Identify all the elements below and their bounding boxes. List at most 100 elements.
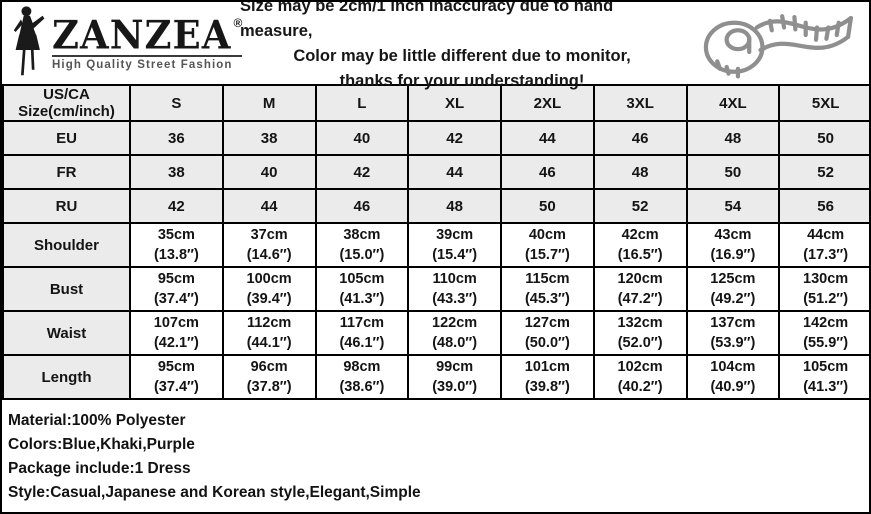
table-cell: 46	[314, 188, 410, 224]
table-cell: 56	[778, 188, 869, 224]
table-cell: 44	[500, 120, 595, 156]
notice-line-3: thanks for your understanding!	[339, 72, 585, 90]
table-cell: 50	[778, 120, 869, 156]
table-cell: 38	[129, 154, 224, 190]
table-cell: 50	[500, 188, 595, 224]
table-cell: 48	[592, 154, 688, 190]
table-cell: 42	[314, 154, 410, 190]
brand-name: ZANZEA	[52, 11, 232, 58]
table-row-bust: Bust 95cm (37.4″) 100cm (39.4″) 105cm (41.3…	[2, 266, 869, 312]
size-header-cell: 2XL	[500, 84, 595, 122]
table-cell: 40	[221, 154, 317, 190]
size-header-cell: 4XL	[685, 84, 781, 122]
table-row-length: Length 95cm (37.4″) 96cm (37.8″) 98cm (38.6…	[2, 354, 869, 400]
table-cell: 137cm (53.9″)	[685, 310, 781, 356]
table-cell: 44	[407, 154, 502, 190]
table-cell: 101cm (39.8″)	[500, 354, 595, 400]
table-cell: 100cm (39.4″)	[221, 266, 317, 312]
measure-notice: Size may be 2cm/1 inch inaccuracy due to…	[240, 0, 684, 90]
table-cell: 125cm (49.2″)	[685, 266, 781, 312]
product-notes: Material:100% Polyester Colors:Blue,Khak…	[2, 400, 869, 505]
table-row-ru: RU 42 44 46 48 50 52 54 56	[2, 188, 869, 224]
row-label: Length	[2, 354, 131, 400]
table-cell: 39cm (15.4″)	[407, 222, 502, 268]
size-header-cell: M	[221, 84, 317, 122]
brand-logo: ZANZEA ® High Quality Street Fashion	[2, 2, 243, 84]
table-cell: 105cm (41.3″)	[778, 354, 869, 400]
size-header-cell: S	[129, 84, 224, 122]
note-style: Style:Casual,Japanese and Korean style,E…	[8, 484, 421, 501]
table-cell: 54	[685, 188, 781, 224]
table-cell: 117cm (46.1″)	[314, 310, 410, 356]
table-cell: 142cm (55.9″)	[778, 310, 869, 356]
table-cell: 48	[685, 120, 781, 156]
table-cell: 40cm (15.7″)	[500, 222, 595, 268]
note-package: Package include:1 Dress	[8, 460, 191, 477]
table-cell: 42	[407, 120, 502, 156]
table-row-eu: EU 36 38 40 42 44 46 48 50	[2, 120, 869, 156]
size-header-cell: XL	[407, 84, 502, 122]
table-cell: 42cm (16.5″)	[592, 222, 688, 268]
row-label: Bust	[2, 266, 131, 312]
table-cell: 48	[407, 188, 502, 224]
table-cell: 127cm (50.0″)	[500, 310, 595, 356]
corner-line-2: Size(cm/inch)	[18, 103, 115, 120]
header: ZANZEA ® High Quality Street Fashion Siz…	[2, 0, 869, 90]
table-cell: 95cm (37.4″)	[129, 354, 224, 400]
row-label: Shoulder	[2, 222, 131, 268]
table-cell: 96cm (37.8″)	[221, 354, 317, 400]
table-cell: 130cm (51.2″)	[778, 266, 869, 312]
notice-line-2: Color may be little different due to mon…	[293, 47, 631, 65]
table-row-shoulder: Shoulder 35cm (13.8″) 37cm (14.6″) 38cm (15…	[2, 222, 869, 268]
table-cell: 52	[592, 188, 688, 224]
table-cell: 112cm (44.1″)	[221, 310, 317, 356]
table-cell: 46	[592, 120, 688, 156]
table-cell: 36	[129, 120, 224, 156]
note-colors: Colors:Blue,Khaki,Purple	[8, 436, 195, 453]
table-cell: 46	[500, 154, 595, 190]
size-header-cell: 5XL	[778, 84, 869, 122]
table-cell: 102cm (40.2″)	[592, 354, 688, 400]
table-cell: 44	[221, 188, 317, 224]
table-cell: 40	[314, 120, 410, 156]
woman-silhouette-icon	[12, 5, 48, 82]
measuring-tape-icon	[684, 2, 869, 84]
table-cell: 132cm (52.0″)	[592, 310, 688, 356]
corner-cell: US/CA Size(cm/inch)	[2, 84, 131, 122]
table-cell: 98cm (38.6″)	[314, 354, 410, 400]
table-cell: 104cm (40.9″)	[685, 354, 781, 400]
table-cell: 105cm (41.3″)	[314, 266, 410, 312]
brand-text-block: ZANZEA ® High Quality Street Fashion	[52, 11, 243, 71]
size-header-row: US/CA Size(cm/inch) S M L XL 2XL 3XL 4XL…	[2, 84, 869, 122]
table-cell: 52	[778, 154, 869, 190]
size-table: US/CA Size(cm/inch) S M L XL 2XL 3XL 4XL…	[2, 84, 869, 400]
note-material: Material:100% Polyester	[8, 412, 186, 429]
row-label: Waist	[2, 310, 131, 356]
notice-line-1: Size may be 2cm/1 inch inaccuracy due to…	[240, 0, 614, 40]
brand-tagline: High Quality Street Fashion	[52, 54, 243, 71]
table-cell: 42	[129, 188, 224, 224]
table-cell: 122cm (48.0″)	[407, 310, 502, 356]
table-row-fr: FR 38 40 42 44 46 48 50 52	[2, 154, 869, 190]
table-cell: 120cm (47.2″)	[592, 266, 688, 312]
table-cell: 50	[685, 154, 781, 190]
table-cell: 99cm (39.0″)	[407, 354, 502, 400]
table-cell: 110cm (43.3″)	[407, 266, 502, 312]
table-cell: 35cm (13.8″)	[129, 222, 224, 268]
table-cell: 44cm (17.3″)	[778, 222, 869, 268]
corner-line-1: US/CA	[43, 86, 90, 103]
table-cell: 43cm (16.9″)	[685, 222, 781, 268]
registered-mark: ®	[233, 15, 243, 30]
table-cell: 38	[221, 120, 317, 156]
table-cell: 38cm (15.0″)	[314, 222, 410, 268]
table-cell: 115cm (45.3″)	[500, 266, 595, 312]
table-cell: 37cm (14.6″)	[221, 222, 317, 268]
row-label: EU	[2, 120, 131, 156]
size-header-cell: 3XL	[592, 84, 688, 122]
table-cell: 95cm (37.4″)	[129, 266, 224, 312]
row-label: FR	[2, 154, 131, 190]
table-cell: 107cm (42.1″)	[129, 310, 224, 356]
table-row-waist: Waist 107cm (42.1″) 112cm (44.1″) 117cm (46…	[2, 310, 869, 356]
size-header-cell: L	[314, 84, 410, 122]
